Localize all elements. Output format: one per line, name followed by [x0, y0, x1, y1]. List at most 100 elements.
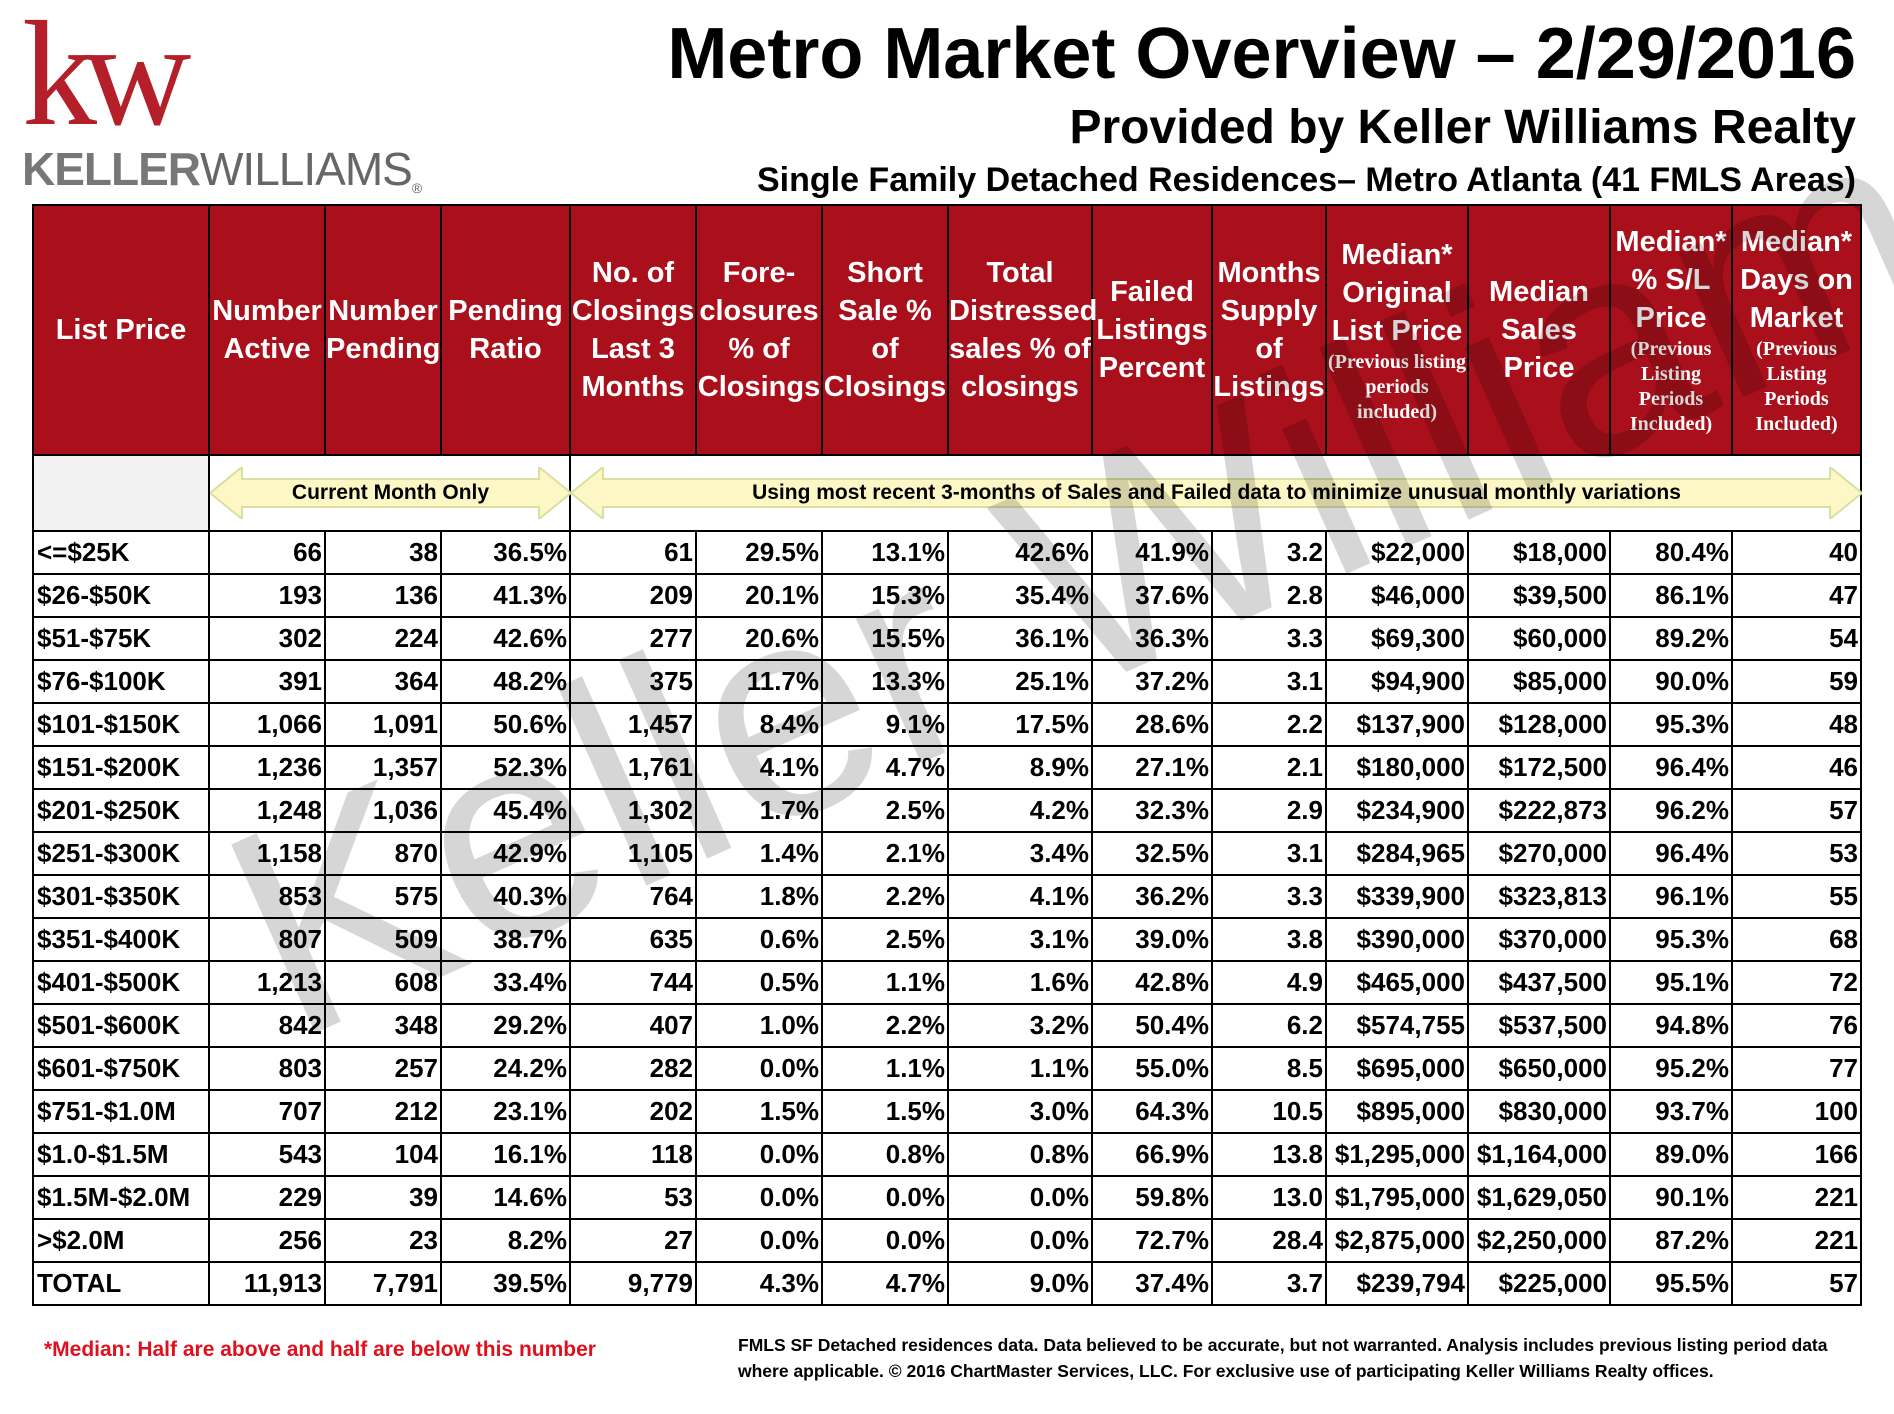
- table-cell: 66: [208, 530, 326, 575]
- table-cell: 6.2: [1211, 1003, 1327, 1048]
- table-cell: 0.0%: [821, 1175, 949, 1220]
- table-row: <=$25K 66 38 36.5% 61 29.5% 13.1% 42.6% 41.9% 3.2…: [32, 530, 1862, 575]
- table-cell: 90.0%: [1609, 659, 1733, 704]
- band-current-month: Current Month Only: [208, 454, 571, 532]
- table-cell: $234,900: [1325, 788, 1469, 833]
- table-cell: 33.4%: [440, 960, 571, 1005]
- table-cell: 1,761: [569, 745, 697, 790]
- table-cell: 9,779: [569, 1261, 697, 1306]
- column-header-label: Median* Days on Market: [1740, 226, 1853, 334]
- table-cell: 29.2%: [440, 1003, 571, 1048]
- table-cell: 36.1%: [947, 616, 1093, 661]
- table-cell: 3.3: [1211, 616, 1327, 661]
- table-row: $1.5M-$2.0M 229 39 14.6% 53 0.0% 0.0% 0.0% 59.8%…: [32, 1175, 1862, 1220]
- table-cell: 1,236: [208, 745, 326, 790]
- table-cell: 66.9%: [1091, 1132, 1213, 1177]
- table-cell: 20.6%: [695, 616, 823, 661]
- row-label-cell: <=$25K: [32, 530, 210, 575]
- table-cell: 72: [1731, 960, 1862, 1005]
- table-cell: 1,302: [569, 788, 697, 833]
- table-cell: $1,164,000: [1467, 1132, 1611, 1177]
- table-cell: 13.3%: [821, 659, 949, 704]
- band-recent-arrow: Using most recent 3-months of Sales and …: [571, 467, 1862, 519]
- table-cell: 20.1%: [695, 573, 823, 618]
- table-cell: 803: [208, 1046, 326, 1091]
- band-recent-label: Using most recent 3-months of Sales and …: [752, 481, 1681, 504]
- table-cell: 59: [1731, 659, 1862, 704]
- table-cell: 16.1%: [440, 1132, 571, 1177]
- table-cell: 37.4%: [1091, 1261, 1213, 1306]
- table-cell: 1,158: [208, 831, 326, 876]
- table-cell: 46: [1731, 745, 1862, 790]
- row-label-cell: $151-$200K: [32, 745, 210, 790]
- table-cell: $46,000: [1325, 573, 1469, 618]
- table-cell: 348: [324, 1003, 442, 1048]
- table-cell: 166: [1731, 1132, 1862, 1177]
- column-header-label: Failed Listings Percent: [1096, 276, 1208, 384]
- table-cell: 7,791: [324, 1261, 442, 1306]
- table-cell: 23.1%: [440, 1089, 571, 1134]
- column-header-label: Median* % S/L Price: [1615, 226, 1727, 334]
- table-cell: 95.5%: [1609, 1261, 1733, 1306]
- table-cell: 45.4%: [440, 788, 571, 833]
- column-header: List Price: [32, 204, 210, 456]
- table-cell: 95.1%: [1609, 960, 1733, 1005]
- row-label-cell: $1.5M-$2.0M: [32, 1175, 210, 1220]
- table-cell: $239,794: [1325, 1261, 1469, 1306]
- table-cell: 870: [324, 831, 442, 876]
- table-cell: 0.0%: [695, 1218, 823, 1263]
- table-cell: 96.1%: [1609, 874, 1733, 919]
- table-cell: 4.7%: [821, 745, 949, 790]
- column-header: No. of Closings Last 3 Months: [569, 204, 697, 456]
- table-cell: 1.6%: [947, 960, 1093, 1005]
- table-cell: 543: [208, 1132, 326, 1177]
- table-cell: 0.0%: [947, 1218, 1093, 1263]
- table-cell: 212: [324, 1089, 442, 1134]
- table-cell: $60,000: [1467, 616, 1611, 661]
- double-arrow-icon: [210, 467, 571, 519]
- table-cell: 764: [569, 874, 697, 919]
- table-row: $1.0-$1.5M 543 104 16.1% 118 0.0% 0.8% 0.8% 66.9…: [32, 1132, 1862, 1177]
- table-cell: $18,000: [1467, 530, 1611, 575]
- table-cell: 3.1: [1211, 659, 1327, 704]
- logo-registered: ®: [411, 180, 422, 196]
- row-label-cell: $601-$750K: [32, 1046, 210, 1091]
- table-cell: $225,000: [1467, 1261, 1611, 1306]
- table-cell: 36.3%: [1091, 616, 1213, 661]
- row-label-cell: $26-$50K: [32, 573, 210, 618]
- column-header: Median* Days on Market (Previous Listing …: [1731, 204, 1862, 456]
- table-cell: 95.2%: [1609, 1046, 1733, 1091]
- table-row: $251-$300K 1,158 870 42.9% 1,105 1.4% 2.1% 3.4%…: [32, 831, 1862, 876]
- table-cell: 104: [324, 1132, 442, 1177]
- table-cell: $695,000: [1325, 1046, 1469, 1091]
- table-cell: $94,900: [1325, 659, 1469, 704]
- table-cell: 282: [569, 1046, 697, 1091]
- table-cell: $465,000: [1325, 960, 1469, 1005]
- table-cell: 1.5%: [821, 1089, 949, 1134]
- column-header-label: List Price: [55, 314, 187, 346]
- table-cell: $895,000: [1325, 1089, 1469, 1134]
- table-cell: 2.2%: [821, 1003, 949, 1048]
- table-cell: 24.2%: [440, 1046, 571, 1091]
- table-cell: $537,500: [1467, 1003, 1611, 1048]
- table-cell: 1,091: [324, 702, 442, 747]
- table-cell: $270,000: [1467, 831, 1611, 876]
- table-cell: $339,900: [1325, 874, 1469, 919]
- table-cell: 1,066: [208, 702, 326, 747]
- table-cell: 57: [1731, 1261, 1862, 1306]
- table-cell: 96.2%: [1609, 788, 1733, 833]
- table-cell: 2.5%: [821, 917, 949, 962]
- table-cell: 0.8%: [947, 1132, 1093, 1177]
- table-row: $151-$200K 1,236 1,357 52.3% 1,761 4.1% 4.7% 8.…: [32, 745, 1862, 790]
- table-cell: $180,000: [1325, 745, 1469, 790]
- table-cell: 52.3%: [440, 745, 571, 790]
- table-cell: 302: [208, 616, 326, 661]
- table-cell: 3.2%: [947, 1003, 1093, 1048]
- table-cell: 94.8%: [1609, 1003, 1733, 1048]
- table-header-row: List Price Number Active Number Pending Pen…: [32, 204, 1862, 456]
- table-cell: $323,813: [1467, 874, 1611, 919]
- table-cell: 0.0%: [695, 1046, 823, 1091]
- table-cell: 8.4%: [695, 702, 823, 747]
- page-subtitle: Provided by Keller Williams Realty: [1069, 101, 1856, 154]
- table-cell: 257: [324, 1046, 442, 1091]
